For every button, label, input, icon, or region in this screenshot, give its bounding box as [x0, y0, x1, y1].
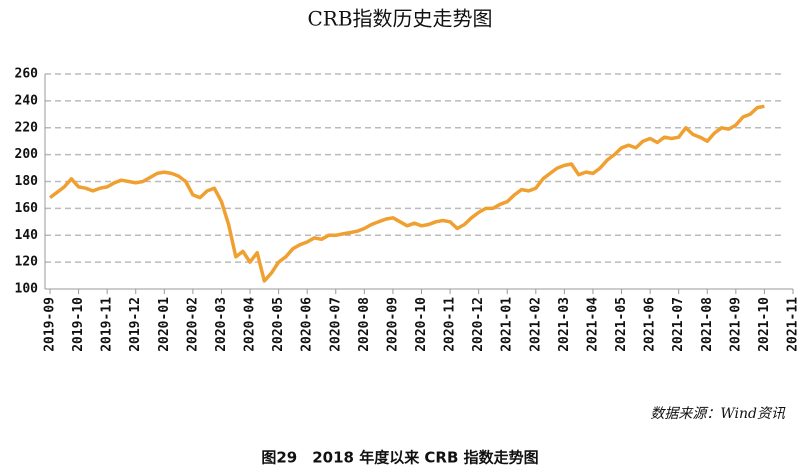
y-tick-label: 100: [15, 282, 39, 297]
chart-title: CRB指数历史走势图: [307, 7, 492, 31]
y-tick-label: 160: [15, 201, 39, 216]
caption: 图29 2018 年度以来 CRB 指数走势图: [261, 449, 538, 467]
y-tick-label: 260: [15, 67, 39, 82]
x-tick-label: 2021-01: [500, 297, 515, 352]
x-tick-label: 2020-09: [385, 297, 400, 352]
x-tick-label: 2020-03: [214, 297, 229, 352]
x-tick-label: 2021-07: [671, 297, 686, 352]
x-tick-label: 2020-05: [271, 297, 286, 352]
x-tick-label: 2020-01: [157, 297, 172, 352]
source-note: 数据来源：Wind资讯: [650, 406, 786, 422]
y-tick-label: 140: [15, 228, 39, 243]
x-tick-label: 2020-07: [328, 297, 343, 352]
x-tick-label: 2020-02: [185, 297, 200, 352]
x-tick-label: 2020-11: [443, 297, 458, 352]
x-tick-label: 2021-04: [585, 297, 600, 352]
x-tick-label: 2020-10: [414, 297, 429, 352]
y-tick-label: 220: [15, 120, 39, 135]
y-tick-label: 120: [15, 255, 39, 270]
x-tick-label: 2020-12: [471, 297, 486, 352]
x-tick-label: 2021-03: [557, 297, 572, 352]
x-tick-label: 2019-11: [100, 297, 115, 352]
x-tick-label: 2019-10: [71, 297, 86, 352]
x-tick-label: 2020-04: [243, 297, 258, 352]
y-tick-label: 200: [15, 147, 39, 162]
x-tick-label: 2019-12: [128, 297, 143, 352]
x-tick-label: 2020-06: [300, 297, 315, 352]
y-tick-label: 240: [15, 93, 39, 108]
x-tick-label: 2020-08: [357, 297, 372, 352]
x-tick-label: 2021-10: [757, 297, 772, 352]
x-tick-label: 2019-09: [43, 297, 58, 352]
x-tick-label: 2021-06: [643, 297, 658, 352]
series-line: [48, 104, 765, 283]
x-tick-label: 2021-02: [528, 297, 543, 352]
x-tick-label: 2021-09: [728, 297, 743, 352]
x-tick-label: 2021-08: [700, 297, 715, 352]
x-tick-label: 2021-11: [786, 297, 800, 352]
y-tick-label: 180: [15, 174, 39, 189]
x-tick-label: 2021-05: [614, 297, 629, 352]
